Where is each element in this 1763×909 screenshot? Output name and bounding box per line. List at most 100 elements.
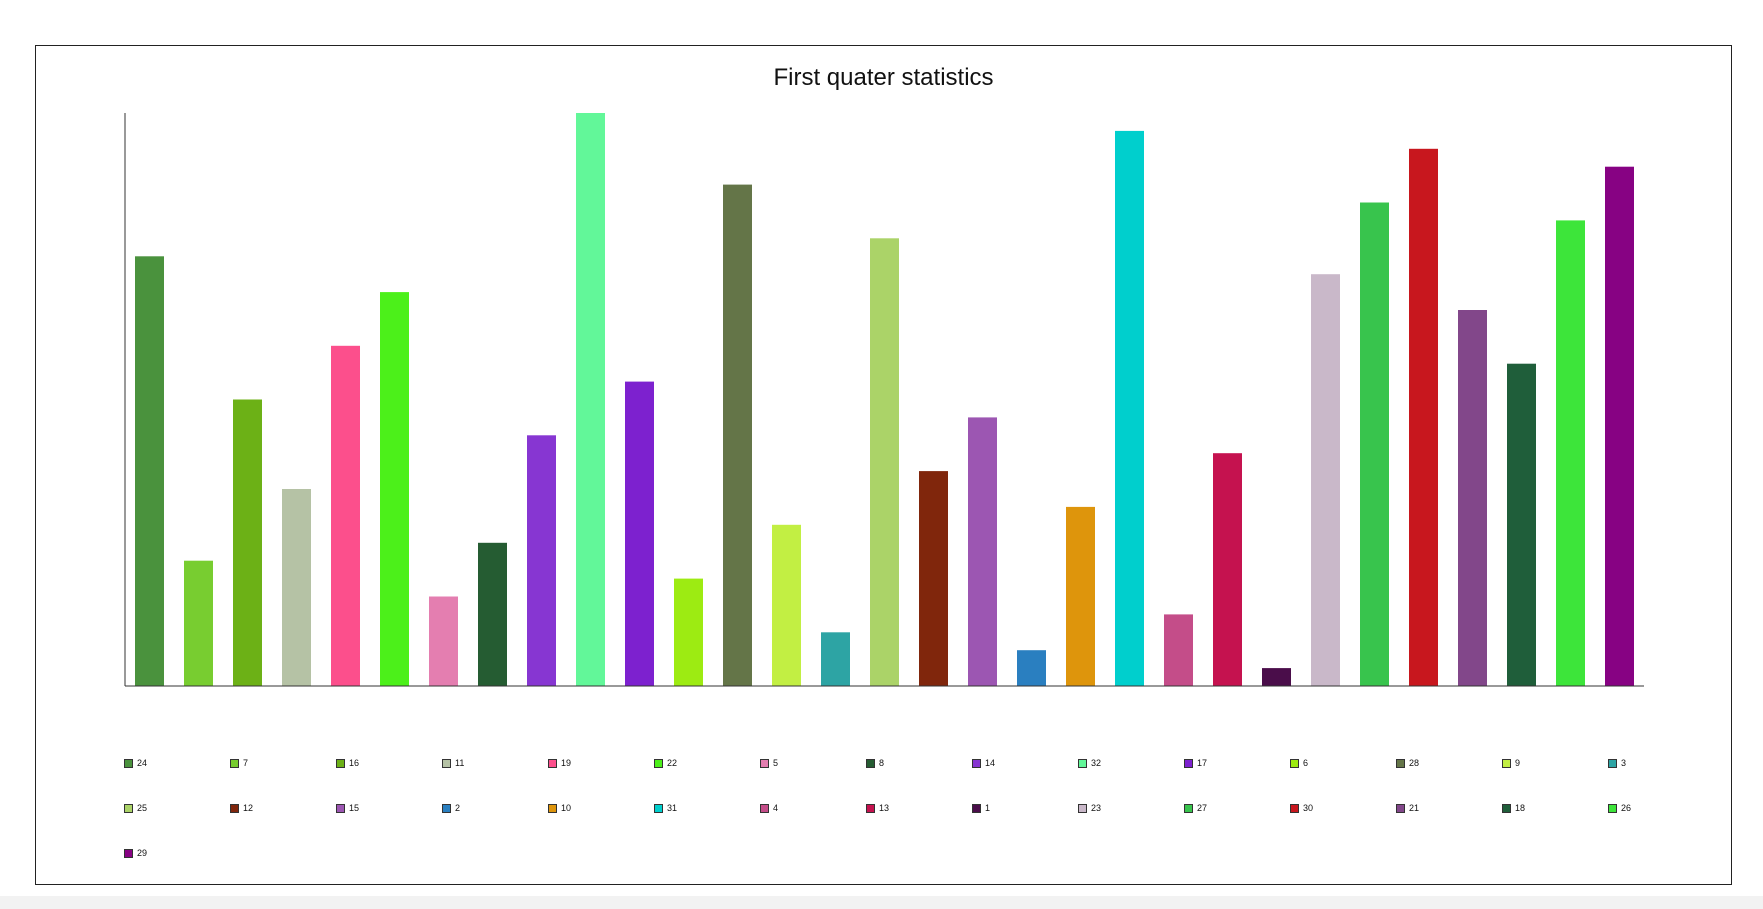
bar-12: [919, 471, 948, 686]
legend-swatch: [654, 803, 663, 813]
bar-28: [723, 184, 752, 686]
bar-17: [625, 381, 654, 686]
legend-item-25: 25: [124, 801, 230, 815]
bar-25: [870, 238, 899, 687]
legend-item-7: 7: [230, 756, 336, 770]
legend-label: 26: [1621, 803, 1632, 813]
legend-item-13: 13: [866, 801, 972, 815]
legend-label: 17: [1197, 758, 1208, 768]
legend-swatch: [1608, 758, 1617, 768]
bar-19: [331, 345, 360, 686]
bar-27: [1360, 202, 1389, 686]
legend-label: 32: [1091, 758, 1102, 768]
bar-2: [1017, 650, 1046, 686]
legend-item-10: 10: [548, 801, 654, 815]
legend-swatch: [866, 758, 875, 768]
bar-plot: [124, 113, 1644, 687]
legend-label: 12: [243, 803, 254, 813]
legend-label: 4: [773, 803, 779, 813]
legend-item-8: 8: [866, 756, 972, 770]
legend-label: 31: [667, 803, 678, 813]
legend-label: 13: [879, 803, 890, 813]
legend: 24 7 16 11 19 22 5 8 14 32 17 6 28 9 3 25 12 15 2 10 31 4 13 1 2…: [124, 756, 1704, 860]
legend-label: 27: [1197, 803, 1208, 813]
legend-swatch: [442, 803, 451, 813]
legend-swatch: [1184, 758, 1193, 768]
bar-1: [1262, 668, 1291, 686]
bar-9: [772, 524, 801, 686]
legend-swatch: [548, 758, 557, 768]
bar-16: [233, 399, 262, 686]
legend-label: 21: [1409, 803, 1420, 813]
legend-swatch: [1184, 803, 1193, 813]
legend-item-5: 5: [760, 756, 866, 770]
legend-item-14: 14: [972, 756, 1078, 770]
legend-swatch: [1608, 803, 1617, 813]
legend-swatch: [1502, 803, 1511, 813]
legend-swatch: [1078, 758, 1087, 768]
bar-11: [282, 489, 311, 686]
legend-label: 16: [349, 758, 360, 768]
legend-item-23: 23: [1078, 801, 1184, 815]
legend-label: 7: [243, 758, 249, 768]
legend-swatch: [1290, 758, 1299, 768]
bar-4: [1164, 614, 1193, 686]
legend-swatch: [548, 803, 557, 813]
legend-label: 8: [879, 758, 885, 768]
bar-7: [184, 560, 213, 686]
legend-swatch: [230, 758, 239, 768]
legend-label: 1: [985, 803, 991, 813]
legend-label: 9: [1515, 758, 1521, 768]
legend-label: 14: [985, 758, 996, 768]
bar-14: [527, 435, 556, 686]
legend-label: 18: [1515, 803, 1526, 813]
chart-frame: First quater statistics 24 7 16 11 19 22 5 8 14 3…: [35, 45, 1732, 885]
bar-30: [1409, 148, 1438, 687]
legend-label: 2: [455, 803, 461, 813]
legend-label: 19: [561, 758, 572, 768]
legend-label: 23: [1091, 803, 1102, 813]
legend-item-28: 28: [1396, 756, 1502, 770]
legend-label: 3: [1621, 758, 1627, 768]
legend-label: 28: [1409, 758, 1420, 768]
legend-swatch: [230, 803, 239, 813]
legend-item-24: 24: [124, 756, 230, 770]
legend-label: 22: [667, 758, 678, 768]
legend-item-12: 12: [230, 801, 336, 815]
bar-15: [968, 417, 997, 686]
legend-swatch: [866, 803, 875, 813]
legend-item-3: 3: [1608, 756, 1714, 770]
legend-swatch: [760, 803, 769, 813]
legend-item-2: 2: [442, 801, 548, 815]
legend-swatch: [442, 758, 451, 768]
bar-26: [1556, 220, 1585, 686]
legend-label: 25: [137, 803, 148, 813]
legend-item-27: 27: [1184, 801, 1290, 815]
bar-10: [1066, 506, 1095, 686]
legend-swatch: [760, 758, 769, 768]
legend-item-1: 1: [972, 801, 1078, 815]
legend-item-9: 9: [1502, 756, 1608, 770]
bar-18: [1507, 363, 1536, 686]
legend-swatch: [972, 803, 981, 813]
legend-item-21: 21: [1396, 801, 1502, 815]
legend-label: 11: [455, 758, 465, 768]
legend-label: 5: [773, 758, 779, 768]
legend-label: 10: [561, 803, 572, 813]
bottom-strip: [0, 896, 1763, 909]
legend-swatch: [124, 758, 133, 768]
legend-label: 24: [137, 758, 148, 768]
bar-22: [380, 292, 409, 686]
bar-31: [1115, 130, 1144, 686]
legend-item-32: 32: [1078, 756, 1184, 770]
bar-21: [1458, 310, 1487, 686]
bar-29: [1605, 166, 1634, 686]
bar-23: [1311, 274, 1340, 686]
bar-24: [135, 256, 164, 687]
legend-item-31: 31: [654, 801, 760, 815]
legend-item-19: 19: [548, 756, 654, 770]
legend-swatch: [1502, 758, 1511, 768]
legend-label: 30: [1303, 803, 1314, 813]
legend-swatch: [1396, 758, 1405, 768]
legend-item-22: 22: [654, 756, 760, 770]
